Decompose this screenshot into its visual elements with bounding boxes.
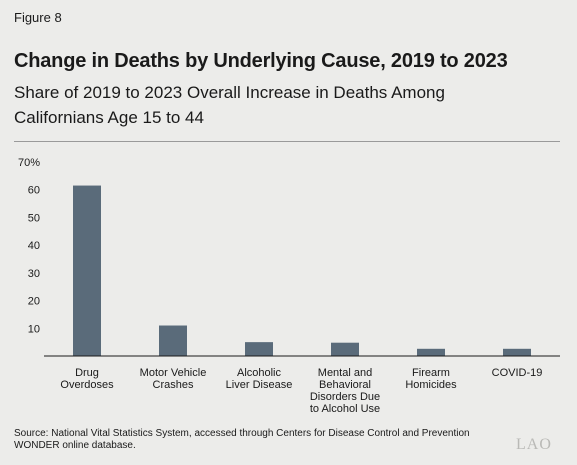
y-tick-label: 20 [28, 296, 40, 308]
bar [73, 185, 101, 356]
x-axis-labels: Drug Overdoses Motor Vehicle Crashes Alcohol… [60, 367, 542, 415]
figure-label: Figure 8 [14, 10, 62, 25]
bar-chart: 70% 60 50 40 30 20 10 Drug Overdoses Motor Vehic… [18, 157, 560, 415]
y-tick-label: 30 [28, 268, 40, 280]
chart-subtitle: Share of 2019 to 2023 Overall Increase i… [14, 83, 445, 127]
lao-logo: LAO [516, 436, 552, 453]
x-tick-label: COVID-19 [492, 367, 543, 379]
chart-title: Change in Deaths by Underlying Cause, 20… [14, 50, 508, 72]
source-note: Source: National Vital Statistics System… [14, 428, 470, 451]
x-tick-label: Alcoholic Liver Disease [226, 367, 293, 391]
bar [331, 342, 359, 356]
y-tick-label: 60 [28, 185, 40, 197]
title-divider [14, 141, 560, 142]
x-tick-label: Drug Overdoses [60, 367, 114, 391]
y-tick-label: 10 [28, 323, 40, 335]
bar [245, 342, 273, 356]
x-tick-label: Firearm Homicides [405, 367, 457, 391]
x-tick-label: Mental and Behavioral Disorders Due to Alco… [310, 367, 380, 415]
bar [503, 348, 531, 356]
bars [73, 185, 531, 356]
x-tick-label: Motor Vehicle Crashes [140, 367, 207, 391]
y-tick-label: 40 [28, 240, 40, 252]
y-tick-label: 70% [18, 157, 40, 169]
y-axis: 70% 60 50 40 30 20 10 [18, 157, 40, 335]
y-tick-label: 50 [28, 212, 40, 224]
bar [417, 348, 445, 356]
bar [159, 325, 187, 356]
